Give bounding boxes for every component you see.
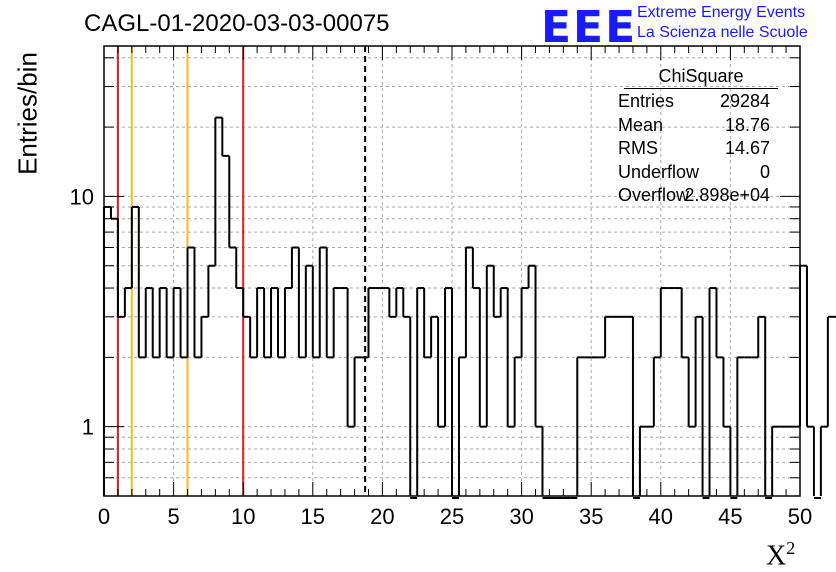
x-tick-label: 10 xyxy=(231,504,255,529)
stats-value: 14.67 xyxy=(724,138,770,158)
stats-box: ChiSquare Entries 29284 Mean 18.76 RMS 1… xyxy=(612,66,778,207)
stats-label: Overflow xyxy=(618,185,690,205)
x-tick-label: 25 xyxy=(440,504,464,529)
stats-row-overflow: Overflow 2.898e+04 xyxy=(612,183,778,207)
stats-row-entries: Entries 29284 xyxy=(612,89,778,113)
y-tick-label: 10 xyxy=(70,184,94,209)
reference-lines xyxy=(116,46,367,496)
x-tick-label: 5 xyxy=(167,504,179,529)
x-tick-label: 0 xyxy=(98,504,110,529)
x-tick-label: 45 xyxy=(718,504,742,529)
axis-ticks xyxy=(103,46,801,497)
x-axis-label: X2 xyxy=(766,538,796,572)
x-tick-labels: 0 5 10 15 20 25 30 35 40 45 50 xyxy=(98,504,812,529)
eee-logo: EEE xyxy=(541,2,638,53)
stats-label: Mean xyxy=(618,114,664,135)
org-name-line1: Extreme Energy Events xyxy=(637,4,806,21)
stats-box-title: ChiSquare xyxy=(624,66,778,89)
x-tick-label: 15 xyxy=(301,504,325,529)
stats-value: 2.898e+04 xyxy=(684,185,770,205)
y-tick-labels: 1 10 xyxy=(70,184,94,439)
x-tick-label: 30 xyxy=(509,504,533,529)
stats-row-mean: Mean 18.76 xyxy=(612,113,778,137)
plot-title: CAGL-01-2020-03-03-00075 xyxy=(84,10,390,37)
y-tick-label: 1 xyxy=(82,415,94,440)
stats-label: Entries xyxy=(618,91,675,111)
x-tick-label: 40 xyxy=(649,504,673,529)
x-tick-label: 35 xyxy=(579,504,603,529)
stats-label: RMS xyxy=(618,138,658,158)
y-axis-label: Entries/bin xyxy=(12,52,43,175)
x-tick-label: 50 xyxy=(788,504,812,529)
x-tick-label: 20 xyxy=(370,504,394,529)
stats-value: 29284 xyxy=(719,91,770,111)
stats-value: 0 xyxy=(759,161,770,182)
stats-label: Underflow xyxy=(618,161,700,182)
org-name-line2: La Scienza nelle Scuole xyxy=(637,24,808,41)
stats-row-underflow: Underflow 0 xyxy=(612,160,778,184)
stats-value: 18.76 xyxy=(724,114,770,135)
stats-row-rms: RMS 14.67 xyxy=(612,136,778,160)
